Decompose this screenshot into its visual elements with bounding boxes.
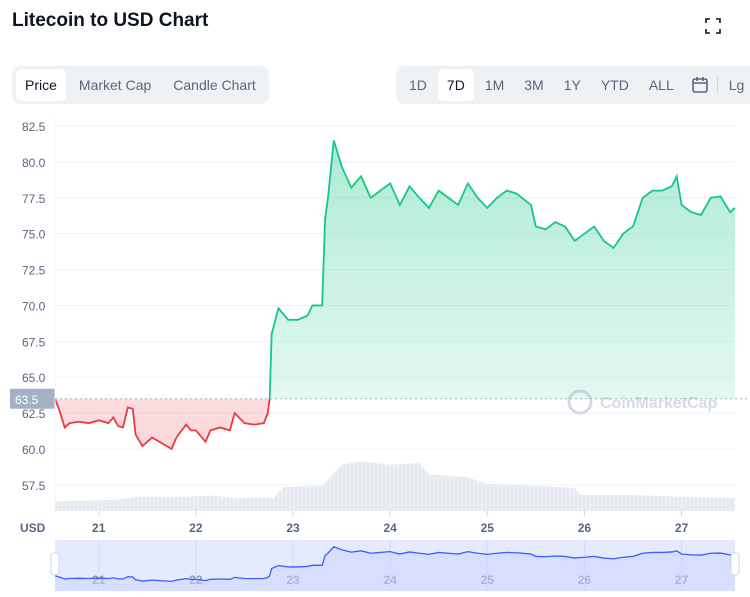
x-tick-label: 22 <box>189 521 203 535</box>
y-tick-label: 75.0 <box>22 228 46 242</box>
navigator-tick-label: 23 <box>286 573 300 587</box>
calendar-icon[interactable] <box>691 76 709 94</box>
fullscreen-icon[interactable] <box>705 18 721 34</box>
x-tick-label: 21 <box>92 521 106 535</box>
range-7d[interactable]: 7D <box>437 69 474 101</box>
range-1d[interactable]: 1D <box>409 77 427 93</box>
price-area-up <box>269 140 735 399</box>
navigator-handle-left[interactable] <box>50 552 60 576</box>
y-tick-label: 60.0 <box>22 443 46 457</box>
x-tick-label: 25 <box>481 521 495 535</box>
navigator-tick-label: 24 <box>383 573 397 587</box>
range-1m[interactable]: 1M <box>484 77 505 93</box>
volume-area <box>55 461 735 511</box>
price-line-up <box>55 140 736 399</box>
y-tick-label: 67.5 <box>22 335 46 349</box>
tab-market-cap[interactable]: Market Cap <box>78 77 152 93</box>
y-tick-label: 80.0 <box>22 156 46 170</box>
navigator-area <box>55 546 735 591</box>
navigator-tick-label: 25 <box>481 573 495 587</box>
y-tick-label: 77.5 <box>22 192 46 206</box>
navigator-range <box>55 540 735 591</box>
range-all[interactable]: ALL <box>648 77 674 93</box>
price-area-down <box>55 398 735 449</box>
chart-type-tabs: Price Market Cap Candle Chart <box>12 66 269 104</box>
tab-price[interactable]: Price <box>16 69 66 101</box>
y-tick-label: 62.5 <box>22 407 46 421</box>
divider <box>716 76 718 94</box>
range-ytd[interactable]: YTD <box>600 77 629 93</box>
coinmarketcap-logo <box>567 389 593 415</box>
y-tick-label: 57.5 <box>22 479 46 493</box>
tab-candle-chart[interactable]: Candle Chart <box>173 77 256 93</box>
price-line-down <box>54 398 271 451</box>
baseline-value: 63.5 <box>15 393 39 407</box>
navigator-tick-label: 21 <box>92 573 106 587</box>
y-tick-label: 65.0 <box>22 371 46 385</box>
coinmarketcap-watermark: CoinMarketCap <box>600 395 718 412</box>
y-axis-unit: USD <box>20 521 46 535</box>
x-tick-label: 26 <box>578 521 592 535</box>
range-3m[interactable]: 3M <box>524 77 544 93</box>
range-1y[interactable]: 1Y <box>563 77 581 93</box>
range-selector: 1D 7D 1M 3M 1Y YTD ALL Lg <box>396 66 750 104</box>
x-tick-label: 23 <box>286 521 300 535</box>
navigator-line <box>54 546 736 583</box>
navigator-tick-label: 27 <box>675 573 689 587</box>
page-title: Litecoin to USD Chart <box>12 10 209 31</box>
y-tick-label: 70.0 <box>22 299 46 313</box>
y-tick-label: 72.5 <box>22 264 46 278</box>
baseline-marker <box>10 388 55 409</box>
navigator-tick-label: 22 <box>189 573 203 587</box>
log-scale-toggle[interactable]: Lg <box>728 77 745 93</box>
y-tick-label: 82.5 <box>22 120 46 134</box>
x-tick-label: 27 <box>675 521 689 535</box>
x-tick-label: 24 <box>383 521 397 535</box>
navigator-handle-right[interactable] <box>730 552 740 576</box>
navigator-tick-label: 26 <box>578 573 592 587</box>
